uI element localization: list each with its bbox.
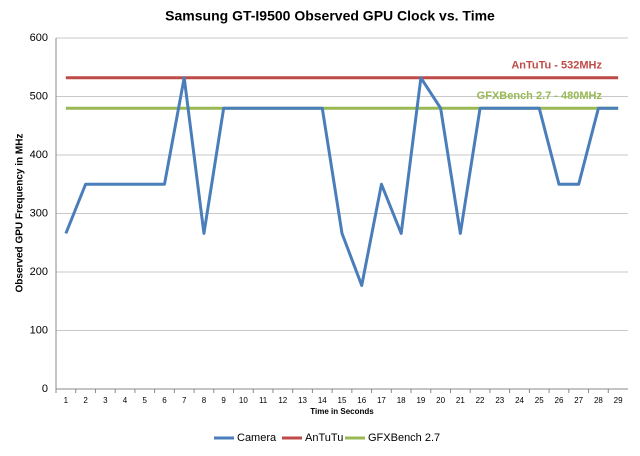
x-tick-label: 2 — [83, 396, 88, 405]
x-tick-label: 10 — [239, 396, 248, 405]
y-tick-label: 500 — [30, 90, 48, 102]
x-axis-label: Time in Seconds — [310, 407, 374, 416]
annotation: AnTuTu - 532MHz — [511, 60, 602, 72]
legend-label: AnTuTu — [305, 432, 343, 444]
x-tick-label: 13 — [298, 396, 307, 405]
x-tick-label: 14 — [318, 396, 327, 405]
legend-label: Camera — [237, 432, 277, 444]
x-tick-label: 7 — [182, 396, 187, 405]
x-tick-label: 21 — [456, 396, 465, 405]
chart-title: Samsung GT-I9500 Observed GPU Clock vs. … — [165, 8, 495, 24]
x-tick-label: 17 — [377, 396, 386, 405]
x-tick-label: 27 — [574, 396, 583, 405]
x-tick-label: 24 — [515, 396, 524, 405]
x-tick-label: 8 — [202, 396, 207, 405]
x-tick-label: 25 — [535, 396, 544, 405]
series-line — [64, 76, 619, 287]
x-tick-label: 15 — [338, 396, 347, 405]
y-axis-label: Observed GPU Frequency in MHz — [15, 134, 26, 293]
x-tick-label: 5 — [143, 396, 148, 405]
x-tick-label: 6 — [162, 396, 167, 405]
y-tick-label: 200 — [30, 266, 48, 278]
x-tick-label: 3 — [103, 396, 108, 405]
y-tick-label: 600 — [30, 32, 48, 44]
y-tick-label: 400 — [30, 149, 48, 161]
x-tick-label: 12 — [278, 396, 287, 405]
y-tick-label: 300 — [30, 207, 48, 219]
x-tick-label: 18 — [397, 396, 406, 405]
x-tick-label: 22 — [476, 396, 485, 405]
x-tick-label: 11 — [259, 396, 268, 405]
x-tick-label: 29 — [614, 396, 623, 405]
x-tick-label: 28 — [594, 396, 603, 405]
x-tick-label: 4 — [123, 396, 128, 405]
x-tick-label: 20 — [436, 396, 445, 405]
legend-label: GFXBench 2.7 — [368, 432, 440, 444]
x-tick-label: 26 — [555, 396, 564, 405]
x-tick-label: 9 — [221, 396, 226, 405]
x-tick-label: 16 — [357, 396, 366, 405]
y-tick-label: 0 — [42, 383, 48, 395]
x-tick-label: 19 — [416, 396, 425, 405]
x-tick-label: 23 — [495, 396, 504, 405]
x-tick-label: 1 — [64, 396, 69, 405]
annotation: GFXBench 2.7 - 480MHz — [477, 90, 603, 102]
y-tick-label: 100 — [30, 324, 48, 336]
